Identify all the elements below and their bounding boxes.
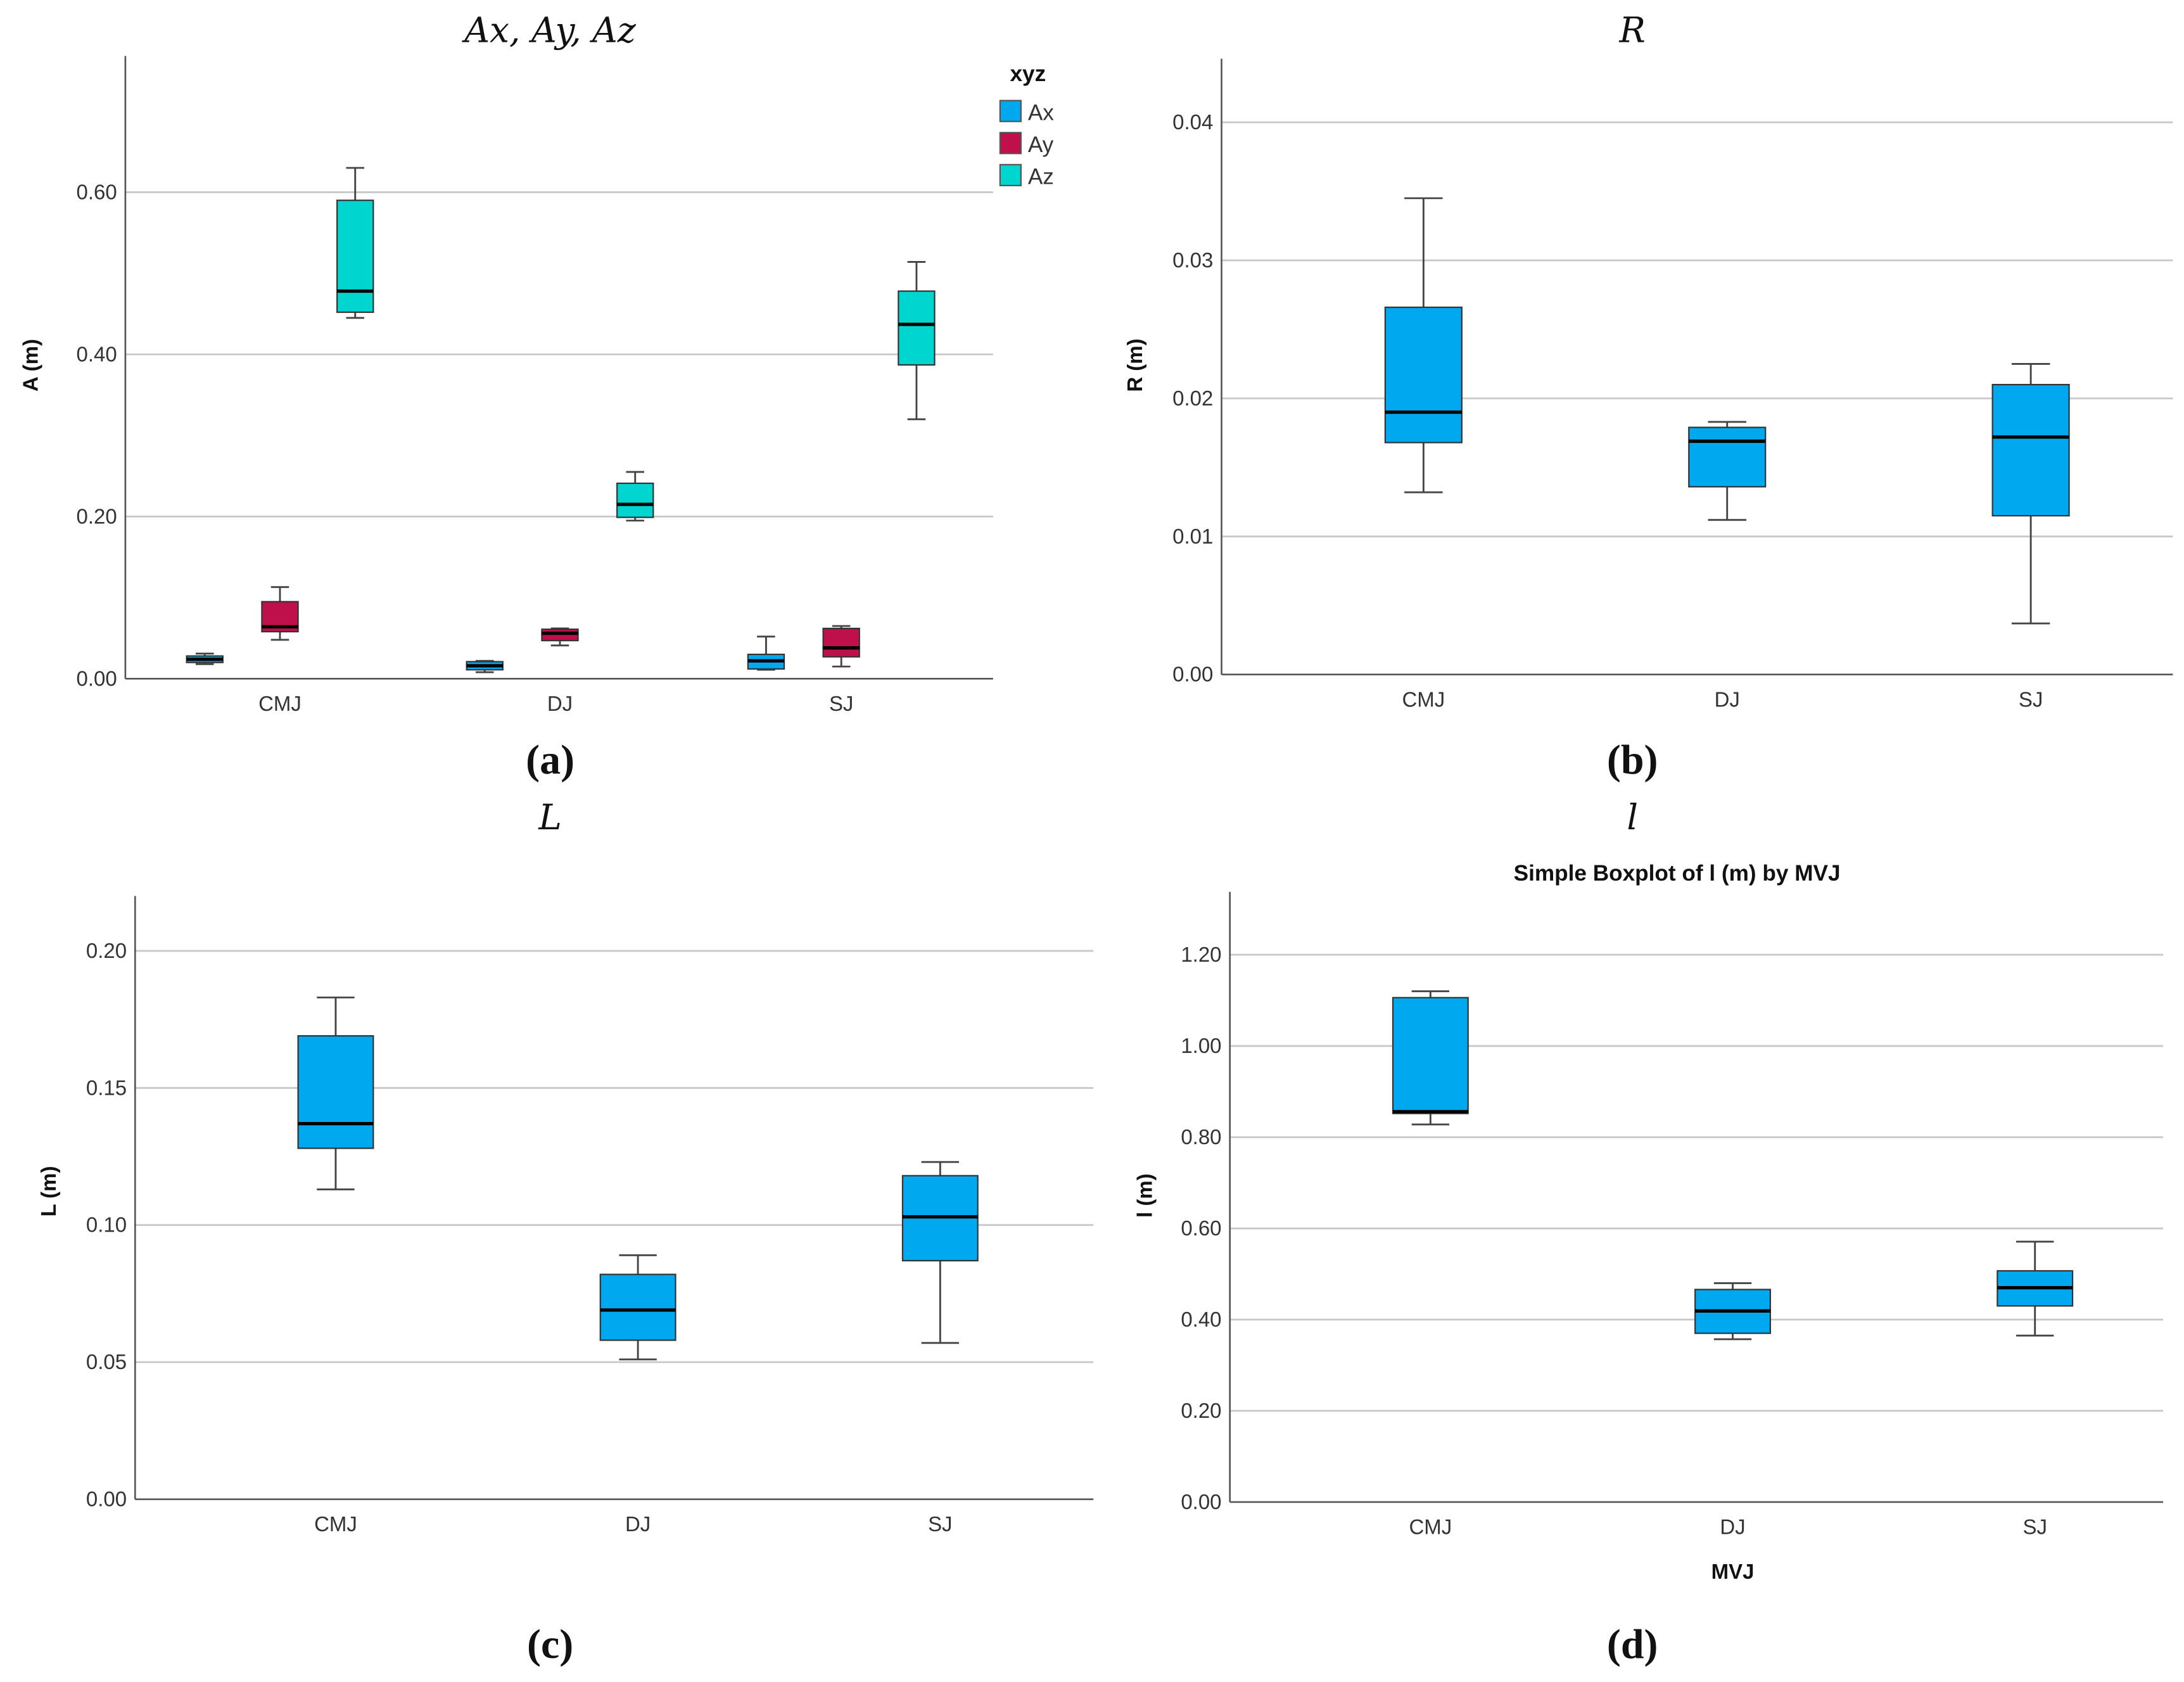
box-R-CMJ: [1384, 197, 1463, 494]
y-tick-label: 0.20: [86, 939, 127, 962]
chart-panel-a: 0.00 0.20 0.40 0.60 CMJ DJ SJ Ax, Ay, Az (a) A (m…: [18, 10, 1054, 782]
y-tick-label: 0.02: [1172, 386, 1213, 410]
x-axis-label: MVJ: [1711, 1560, 1755, 1583]
legend: xyz Ax Ay Az: [999, 61, 1054, 189]
box-Ay-SJ: [822, 625, 860, 668]
y-tick-label: 0.03: [1172, 248, 1213, 272]
y-tick-label: 0.00: [77, 666, 117, 690]
y-axis-label: l (m): [1133, 1173, 1157, 1218]
y-tick-label: 0.04: [1172, 110, 1213, 134]
x-tick-label: CMJ: [258, 692, 302, 715]
y-axis-label: R (m): [1123, 338, 1146, 392]
iqr-box: [822, 627, 860, 658]
legend-entry: Ay: [1028, 132, 1054, 157]
x-tick-label: DJ: [1720, 1515, 1745, 1538]
x-tick-label: CMJ: [1402, 687, 1445, 711]
panel-label: (c): [527, 1621, 573, 1667]
panel-title: L: [538, 797, 562, 838]
y-tick-label: 0.40: [1181, 1308, 1221, 1331]
iqr-box: [616, 482, 654, 518]
iqr-box: [599, 1273, 676, 1341]
chart-subtitle: Simple Boxplot of l (m) by MVJ: [1514, 861, 1841, 886]
y-tick-label: 1.20: [1181, 943, 1221, 966]
x-tick-label: DJ: [547, 692, 573, 715]
x-tick-label: SJ: [2022, 1515, 2047, 1538]
x-tick-label: DJ: [1715, 687, 1740, 711]
y-tick-label: 0.00: [1181, 1490, 1221, 1513]
legend-swatch-Ax: [999, 99, 1022, 122]
box-Az-CMJ: [336, 167, 374, 319]
y-tick-label: 1.00: [1181, 1034, 1221, 1057]
chart-panel-c: 0.00 0.05 0.10 0.15 0.20 CMJ DJ SJ L (c) L (m): [37, 797, 1094, 1667]
panel-title: Ax, Ay, Az: [461, 10, 637, 50]
x-tick-label: SJ: [2019, 687, 2043, 711]
box-Ax-CMJ: [186, 653, 224, 665]
x-tick-label: CMJ: [1409, 1515, 1452, 1538]
legend-entry: Az: [1028, 165, 1054, 189]
y-tick-label: 0.60: [77, 180, 117, 203]
iqr-box: [336, 200, 374, 313]
box-Ay-DJ: [541, 627, 579, 647]
legend-entry: Ax: [1028, 101, 1054, 125]
iqr-box: [1688, 426, 1767, 488]
iqr-box: [1392, 997, 1469, 1114]
x-tick-label: CMJ: [314, 1512, 357, 1536]
y-axis-label: A (m): [18, 339, 42, 392]
box-L-CMJ: [297, 997, 374, 1190]
x-tick-label: SJ: [928, 1512, 952, 1536]
y-tick-label: 0.60: [1181, 1216, 1221, 1240]
panel-label: (b): [1607, 737, 1658, 783]
panel-label: (a): [526, 737, 575, 783]
y-tick-label: 0.10: [86, 1213, 127, 1237]
x-tick-label: SJ: [829, 692, 853, 715]
y-tick-label: 0.01: [1172, 525, 1213, 548]
legend-swatch-Ay: [999, 132, 1022, 155]
box-Az-SJ: [898, 261, 936, 421]
y-tick-label: 0.20: [1181, 1399, 1221, 1422]
box-Ax-SJ: [747, 635, 785, 671]
y-tick-label: 0.05: [86, 1350, 127, 1373]
y-tick-label: 0.00: [86, 1488, 127, 1511]
y-axis-label: L (m): [37, 1166, 60, 1217]
y-tick-label: 0.40: [77, 342, 117, 366]
box-R-SJ: [1991, 362, 2070, 625]
legend-swatch-Az: [999, 163, 1022, 186]
box-Ay-CMJ: [261, 586, 299, 641]
panel-title: l: [1627, 797, 1638, 838]
panel-label: (d): [1607, 1621, 1658, 1667]
box-Az-DJ: [616, 471, 654, 522]
iqr-box: [297, 1035, 374, 1149]
iqr-box: [898, 290, 936, 366]
y-tick-label: 0.15: [86, 1076, 127, 1099]
chart-panel-b: 0.00 0.01 0.02 0.03 0.04 CMJ DJ SJ R (b) R (m): [1123, 10, 2173, 783]
box-L-SJ: [901, 1161, 979, 1344]
x-tick-label: DJ: [625, 1512, 651, 1536]
box-l-DJ: [1694, 1282, 1772, 1341]
y-tick-label: 0.00: [1172, 663, 1213, 686]
y-tick-label: 0.20: [77, 504, 117, 528]
iqr-box: [1384, 306, 1463, 443]
panel-title: R: [1619, 10, 1646, 50]
box-L-DJ: [599, 1254, 676, 1361]
chart-panel-d: 0.00 0.20 0.40 0.60 0.80 1.00 1.20 CMJ DJ SJ l (d) l…: [1133, 797, 2164, 1667]
iqr-box: [1991, 383, 2070, 517]
box-Ax-DJ: [466, 659, 504, 673]
y-tick-label: 0.80: [1181, 1125, 1221, 1149]
legend-title: xyz: [1010, 61, 1046, 86]
box-l-CMJ: [1392, 990, 1469, 1126]
box-l-SJ: [1997, 1240, 2074, 1337]
box-R-DJ: [1688, 421, 1767, 521]
